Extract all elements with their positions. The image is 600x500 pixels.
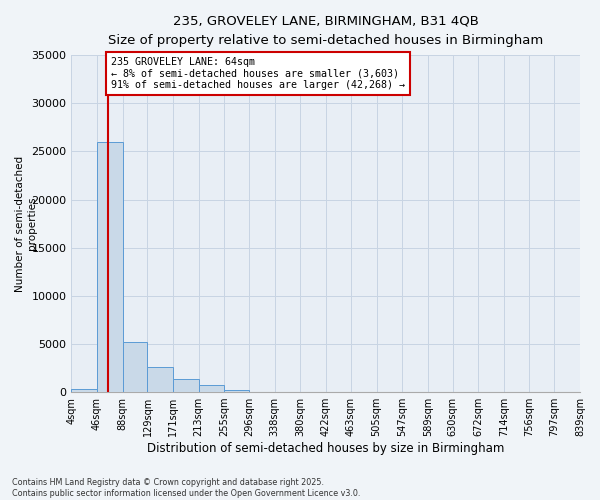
- Bar: [97, 142, 122, 392]
- Y-axis label: Number of semi-detached
properties: Number of semi-detached properties: [15, 156, 37, 292]
- Text: Contains HM Land Registry data © Crown copyright and database right 2025.
Contai: Contains HM Land Registry data © Crown c…: [12, 478, 361, 498]
- Bar: [122, 342, 148, 392]
- Bar: [173, 378, 199, 392]
- Bar: [71, 389, 97, 392]
- Bar: [224, 390, 249, 392]
- Bar: [148, 367, 173, 392]
- Title: 235, GROVELEY LANE, BIRMINGHAM, B31 4QB
Size of property relative to semi-detach: 235, GROVELEY LANE, BIRMINGHAM, B31 4QB …: [108, 15, 543, 47]
- X-axis label: Distribution of semi-detached houses by size in Birmingham: Distribution of semi-detached houses by …: [147, 442, 505, 455]
- Text: 235 GROVELEY LANE: 64sqm
← 8% of semi-detached houses are smaller (3,603)
91% of: 235 GROVELEY LANE: 64sqm ← 8% of semi-de…: [111, 57, 405, 90]
- Bar: [199, 386, 224, 392]
